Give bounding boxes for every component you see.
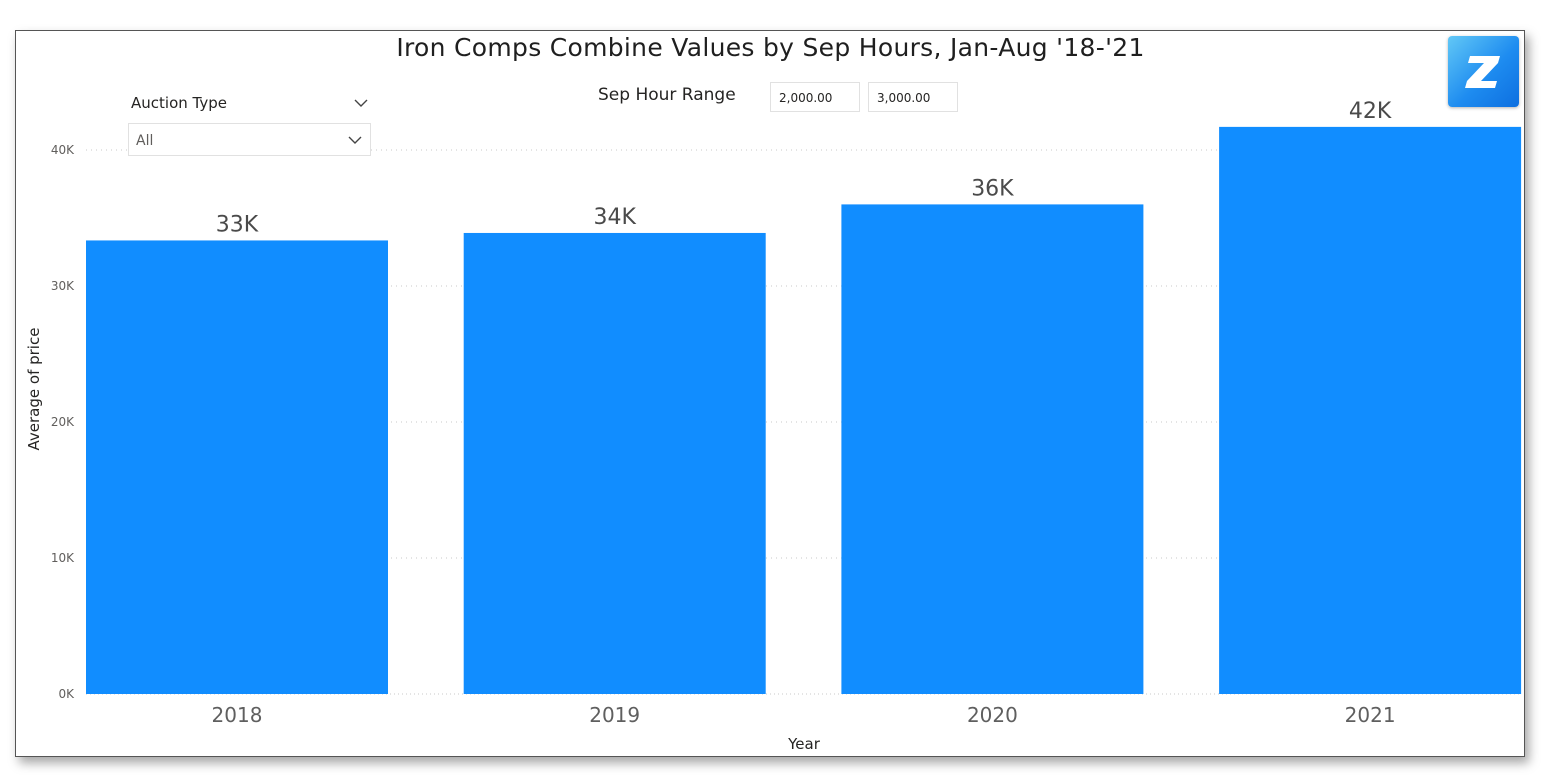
auction-type-selected-value: All bbox=[136, 133, 154, 149]
chart-title: Iron Comps Combine Values by Sep Hours, … bbox=[396, 33, 1145, 62]
chevron-down-icon[interactable] bbox=[352, 94, 370, 112]
auction-type-dropdown[interactable]: All bbox=[128, 123, 371, 156]
auction-type-slicer-label: Auction Type bbox=[131, 94, 227, 112]
x-tick-label: 2018 bbox=[212, 703, 263, 727]
x-tick-label: 2020 bbox=[967, 703, 1018, 727]
chevron-down-icon bbox=[346, 131, 364, 149]
sep-hour-range-label: Sep Hour Range bbox=[598, 85, 736, 105]
x-tick-label: 2019 bbox=[589, 703, 640, 727]
data-label: 42K bbox=[1349, 99, 1392, 124]
y-tick-label: 40K bbox=[51, 143, 75, 157]
data-label: 33K bbox=[216, 212, 259, 237]
data-label: 36K bbox=[971, 176, 1014, 201]
y-tick-label: 10K bbox=[51, 551, 75, 565]
bar bbox=[1219, 126, 1522, 694]
data-label: 34K bbox=[593, 205, 636, 230]
bar bbox=[86, 240, 388, 694]
y-tick-label: 0K bbox=[58, 687, 75, 701]
y-axis-title: Average of price bbox=[25, 328, 43, 451]
x-axis-title: Year bbox=[787, 735, 821, 753]
sep-hour-range-min-input[interactable]: 2,000.00 bbox=[770, 82, 860, 112]
z-logo-icon bbox=[1448, 36, 1519, 107]
bar bbox=[841, 204, 1144, 694]
y-tick-label: 30K bbox=[51, 279, 75, 293]
bar bbox=[463, 232, 766, 694]
y-tick-label: 20K bbox=[51, 415, 75, 429]
x-tick-label: 2021 bbox=[1345, 703, 1396, 727]
sep-hour-range-max-input[interactable]: 3,000.00 bbox=[868, 82, 958, 112]
